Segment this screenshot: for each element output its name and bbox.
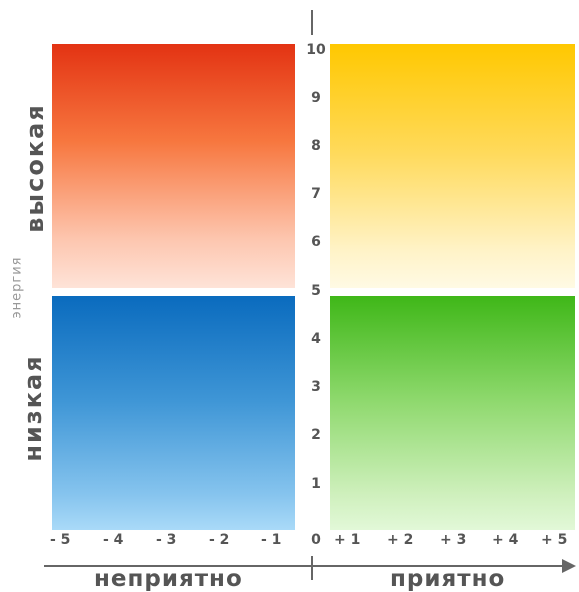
- vertical-axis-top: [311, 10, 313, 35]
- x-axis-negative-label: неприятно: [94, 566, 243, 592]
- y-tick-label: 1: [311, 476, 321, 492]
- y-tick-label: 10: [306, 42, 326, 58]
- y-tick-label: 6: [311, 234, 321, 250]
- y-tick-label: 7: [311, 186, 321, 202]
- quadrant-low-pleasant: [330, 296, 575, 530]
- y-axis-high-label: высокая: [21, 103, 49, 233]
- x-tick-label: + 2: [387, 532, 414, 548]
- x-tick-label: + 4: [492, 532, 519, 548]
- x-tick-label: - 2: [209, 532, 230, 548]
- x-tick-label: - 4: [103, 532, 124, 548]
- y-tick-label: 9: [311, 90, 321, 106]
- quadrant-high-unpleasant: [52, 44, 295, 288]
- quadrant-high-pleasant: [330, 44, 575, 288]
- x-tick-label: - 3: [156, 532, 177, 548]
- x-tick-label: - 1: [261, 532, 282, 548]
- arrow-right-icon: [562, 559, 576, 573]
- y-tick-label: 3: [311, 379, 321, 395]
- x-tick-label: + 1: [334, 532, 361, 548]
- y-axis-low-label: низкая: [19, 354, 47, 462]
- x-tick-label: + 5: [541, 532, 568, 548]
- x-tick-label: + 3: [440, 532, 467, 548]
- x-axis-positive-label: приятно: [390, 566, 506, 592]
- quadrant-low-unpleasant: [52, 296, 295, 530]
- y-tick-label: 5: [311, 283, 321, 299]
- y-tick-label: 0: [311, 532, 321, 548]
- x-tick-label: - 5: [50, 532, 71, 548]
- y-tick-label: 8: [311, 138, 321, 154]
- y-tick-label: 4: [311, 331, 321, 347]
- horizontal-axis: [44, 565, 564, 567]
- vertical-axis-bottom: [311, 556, 313, 580]
- y-tick-label: 2: [311, 427, 321, 443]
